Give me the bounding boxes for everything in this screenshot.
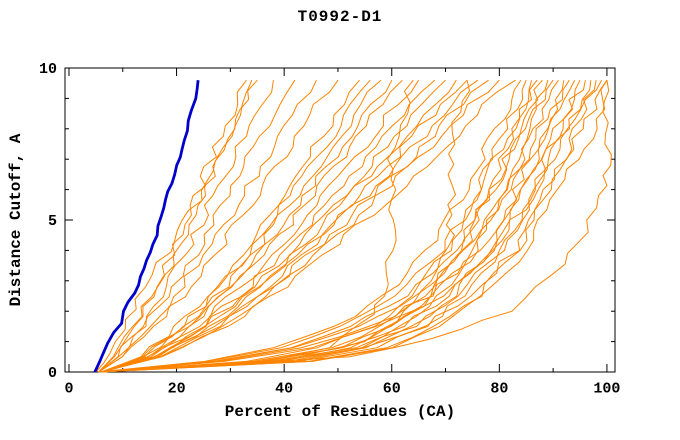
model-curve xyxy=(101,79,457,373)
highlight-curve xyxy=(93,80,200,373)
model-curve xyxy=(101,79,500,373)
model-curve xyxy=(98,79,603,373)
model-curve xyxy=(98,80,549,373)
x-tick-label: 40 xyxy=(275,381,293,398)
model-curve xyxy=(98,79,559,373)
y-axis-label: Distance Cutoff, A xyxy=(7,133,25,307)
x-tick-label: 0 xyxy=(64,381,73,398)
chart-title: T0992-D1 xyxy=(297,8,383,26)
model-curve xyxy=(95,79,253,373)
model-curve xyxy=(98,79,538,373)
model-curve xyxy=(98,79,247,373)
model-curve xyxy=(101,79,468,373)
model-curve xyxy=(98,80,533,373)
y-tick-label: 5 xyxy=(48,213,57,230)
x-tick-label: 20 xyxy=(168,381,186,398)
model-curve xyxy=(98,79,543,373)
model-curve xyxy=(98,80,565,373)
model-curve xyxy=(101,79,414,373)
model-curve xyxy=(101,79,436,373)
model-curve xyxy=(98,79,258,373)
model-curve xyxy=(101,79,446,373)
model-curve xyxy=(98,79,608,373)
model-curve xyxy=(98,79,581,373)
x-axis-label: Percent of Residues (CA) xyxy=(224,403,456,421)
model-curve xyxy=(101,79,420,373)
y-tick-label: 0 xyxy=(48,365,57,382)
model-curve xyxy=(101,79,393,373)
model-curve xyxy=(98,79,317,373)
x-tick-label: 80 xyxy=(490,381,508,398)
model-curve xyxy=(98,79,570,373)
model-curve xyxy=(98,80,274,373)
model-curve xyxy=(101,79,371,373)
model-curve xyxy=(98,80,612,373)
model-curve xyxy=(101,80,471,373)
model-curve xyxy=(101,79,516,373)
y-tick-label: 10 xyxy=(39,61,57,78)
model-curve xyxy=(98,80,597,373)
model-curve xyxy=(98,79,522,373)
model-curve xyxy=(101,79,403,373)
model-curve xyxy=(98,80,527,373)
model-curve xyxy=(101,79,489,373)
model-curve xyxy=(101,79,382,373)
model-curve xyxy=(98,79,608,373)
model-curve xyxy=(101,79,360,373)
x-tick-label: 100 xyxy=(593,381,620,398)
model-curve xyxy=(98,79,576,373)
x-tick-label: 60 xyxy=(383,381,401,398)
model-curve xyxy=(98,79,339,373)
model-curve xyxy=(101,79,479,373)
